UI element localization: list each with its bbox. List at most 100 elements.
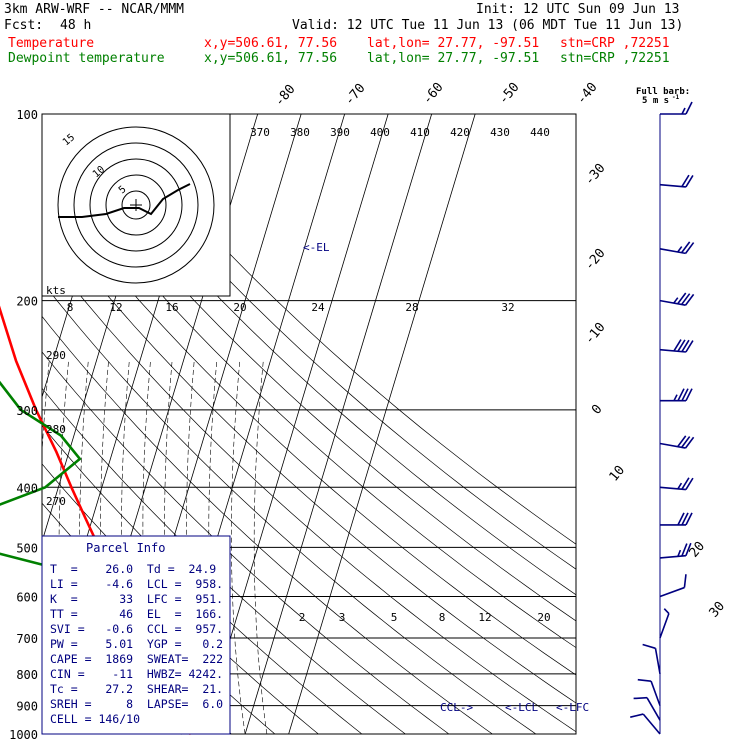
hodograph-ring (105, 174, 167, 236)
hodograph-ring-label: 5 (117, 184, 129, 196)
temperature-legend: Temperature (8, 36, 95, 51)
wind-barb-flag (637, 678, 652, 682)
wind-barb-half-flag (673, 297, 679, 304)
dewpoint-legend: Dewpoint temperature (8, 51, 165, 66)
pressure-tick-label: 400 (16, 481, 38, 495)
wind-barb-shaft (646, 697, 661, 721)
isotherm-line (244, 114, 433, 734)
wind-barb-flag (630, 713, 644, 718)
theta-label: 420 (450, 126, 470, 139)
mixing-ratio-label: 20 (537, 611, 550, 624)
parcel-info-row: CELL = 146/10 (50, 712, 140, 726)
parcel-info-row: SREH = 8 LAPSE= 6.0 (50, 697, 223, 711)
pressure-tick-label: 600 (16, 590, 38, 604)
mixing-ratio-label: 2 (299, 611, 306, 624)
wind-barb-flag (685, 477, 694, 490)
parcel-info-row: SVI = -0.6 CCL = 957. (50, 622, 223, 636)
hodograph-trace (58, 183, 191, 218)
wind-barb-flag (685, 512, 693, 526)
dry-adiabat-line (0, 114, 14, 734)
isotherm-label: -50 (496, 80, 523, 108)
parcel-info-row: K = 33 LFC = 951. (50, 592, 223, 606)
wind-barb-shaft (654, 648, 661, 675)
wind-speed-label: 8 (67, 301, 74, 314)
full-barb-title: Full barb: (636, 87, 690, 97)
isotherm-label: 30 (707, 599, 729, 621)
wind-barb-shaft (659, 348, 686, 353)
wind-barb (637, 678, 661, 706)
parcel-info-panel: Parcel Info T = 26.0 Td = 24.9LI = -4.6 … (41, 535, 231, 735)
dry-adiabat-line (42, 181, 576, 676)
wind-barb-shaft (642, 713, 661, 735)
mixing-ratio-label: 5 (391, 611, 398, 624)
isotherm-line (288, 114, 476, 734)
wind-barb-shaft (659, 299, 686, 306)
wind-barb-half-flag (677, 549, 682, 557)
parcel-info-title: Parcel Info (86, 541, 165, 555)
el-label: <-EL (303, 241, 330, 254)
mixing-ratio-label: 8 (439, 611, 446, 624)
dry-adiabat-line (42, 213, 576, 704)
pressure-tick-label: 1000 (9, 728, 38, 740)
dry-adiabat-line (42, 149, 576, 649)
forecast-label: Fcst: (4, 18, 44, 33)
wind-barb-flag (685, 101, 693, 115)
valid-time: Valid: 12 UTC Tue 11 Jun 13 (06 MDT Tue … (292, 18, 684, 33)
isotherm-label: 10 (607, 463, 629, 485)
theta-label: 400 (370, 126, 390, 139)
wind-barb (659, 574, 687, 598)
dry-adiabat-line (42, 247, 576, 733)
wind-barbs (630, 101, 695, 735)
hodograph-ring (73, 142, 199, 268)
theta-label: 390 (330, 126, 350, 139)
wind-barb-flag (677, 388, 685, 402)
theta-label: 370 (250, 126, 270, 139)
wind-barb-flag (673, 339, 682, 352)
parcel-info-box (41, 535, 231, 735)
wind-barb-half-flag (677, 246, 683, 253)
wind-barb-flag (685, 542, 692, 556)
pressure-tick-label: 500 (16, 541, 38, 555)
wind-barb (659, 542, 692, 559)
isotherm-label: -10 (582, 320, 609, 348)
wind-speed-label: 12 (109, 301, 122, 314)
wind-barb-flag (683, 574, 687, 588)
moist-adiabat-line (253, 360, 268, 734)
wind-barb (659, 477, 694, 491)
wind-barb (660, 388, 693, 402)
isotherm-line (201, 114, 389, 734)
wind-barb-half-flag (681, 107, 686, 115)
isotherm-label: -80 (272, 82, 299, 110)
pressure-tick-label: 300 (16, 404, 38, 418)
pressure-tick-label: 200 (16, 295, 38, 309)
wind-barb-flag (684, 436, 695, 449)
wind-barb-flag (681, 477, 690, 490)
isotherm-label: 20 (687, 539, 709, 561)
wind-barb (660, 101, 693, 115)
wind-barb (659, 241, 695, 255)
wind-barb-flag (681, 512, 689, 526)
parcel-info-row: PW = 5.01 YGP = 0.2 (50, 637, 223, 651)
pressure-tick-label: 800 (16, 668, 38, 682)
lfc-label: <-LFC (556, 701, 589, 714)
parcel-info-row: TT = 46 EL = 166. (50, 607, 223, 621)
wind-barb-flag (681, 543, 688, 557)
isotherm-label: -20 (582, 246, 609, 274)
parcel-info-row: CAPE = 1869 SWEAT= 222 (50, 652, 223, 666)
wind-barb-shaft (659, 554, 686, 559)
dry-adiabat-line (42, 351, 450, 734)
wind-barb-flag (681, 174, 690, 187)
wind-barb-flag (684, 242, 695, 254)
wind-speed-label: 24 (311, 301, 325, 314)
isotherm-label: -40 (574, 80, 601, 108)
wind-speed-label: 28 (405, 301, 418, 314)
init-time: Init: 12 UTC Sun 09 Jun 13 (476, 2, 680, 17)
parcel-info-row: CIN = -11 HWBZ= 4242. (50, 667, 223, 681)
ccl-label: CCL-> (440, 701, 473, 714)
wind-barb-half-flag (673, 394, 678, 402)
wind-barb-flag (677, 339, 686, 352)
parcel-info-row: T = 26.0 Td = 24.9 (50, 562, 216, 576)
wind-speed-label: 20 (233, 301, 246, 314)
isotherm-label: -70 (342, 81, 369, 109)
